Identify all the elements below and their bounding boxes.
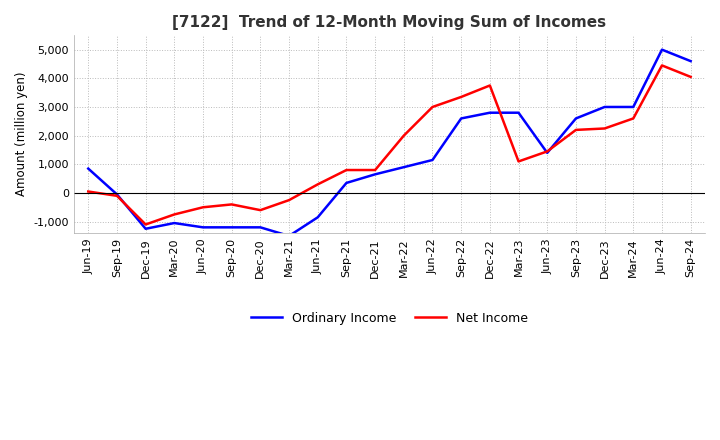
Net Income: [313, 182, 322, 187]
Net Income: [514, 159, 523, 164]
Ordinary Income: [170, 220, 179, 226]
Ordinary Income: [514, 110, 523, 115]
Net Income: [112, 193, 121, 198]
Ordinary Income: [313, 215, 322, 220]
Ordinary Income: [228, 225, 236, 230]
Line: Net Income: Net Income: [89, 66, 690, 224]
Ordinary Income: [686, 59, 695, 64]
Net Income: [199, 205, 207, 210]
Net Income: [228, 202, 236, 207]
Net Income: [342, 167, 351, 172]
Ordinary Income: [84, 166, 93, 171]
Net Income: [657, 63, 666, 68]
Ordinary Income: [342, 180, 351, 186]
Net Income: [84, 189, 93, 194]
Ordinary Income: [543, 150, 552, 155]
Net Income: [256, 208, 265, 213]
Ordinary Income: [371, 172, 379, 177]
Y-axis label: Amount (million yen): Amount (million yen): [15, 72, 28, 196]
Net Income: [629, 116, 638, 121]
Ordinary Income: [428, 158, 437, 163]
Net Income: [457, 94, 466, 99]
Ordinary Income: [141, 226, 150, 231]
Ordinary Income: [199, 225, 207, 230]
Net Income: [600, 126, 609, 131]
Ordinary Income: [600, 104, 609, 110]
Ordinary Income: [457, 116, 466, 121]
Ordinary Income: [629, 104, 638, 110]
Net Income: [428, 104, 437, 110]
Ordinary Income: [485, 110, 494, 115]
Legend: Ordinary Income, Net Income: Ordinary Income, Net Income: [246, 307, 534, 330]
Net Income: [543, 149, 552, 154]
Ordinary Income: [256, 225, 265, 230]
Ordinary Income: [400, 165, 408, 170]
Net Income: [572, 127, 580, 132]
Line: Ordinary Income: Ordinary Income: [89, 50, 690, 236]
Net Income: [686, 74, 695, 80]
Net Income: [485, 83, 494, 88]
Ordinary Income: [284, 233, 293, 238]
Net Income: [141, 222, 150, 227]
Title: [7122]  Trend of 12-Month Moving Sum of Incomes: [7122] Trend of 12-Month Moving Sum of I…: [172, 15, 606, 30]
Ordinary Income: [112, 192, 121, 197]
Ordinary Income: [572, 116, 580, 121]
Net Income: [170, 212, 179, 217]
Net Income: [400, 133, 408, 138]
Ordinary Income: [657, 47, 666, 52]
Net Income: [371, 167, 379, 172]
Net Income: [284, 198, 293, 203]
